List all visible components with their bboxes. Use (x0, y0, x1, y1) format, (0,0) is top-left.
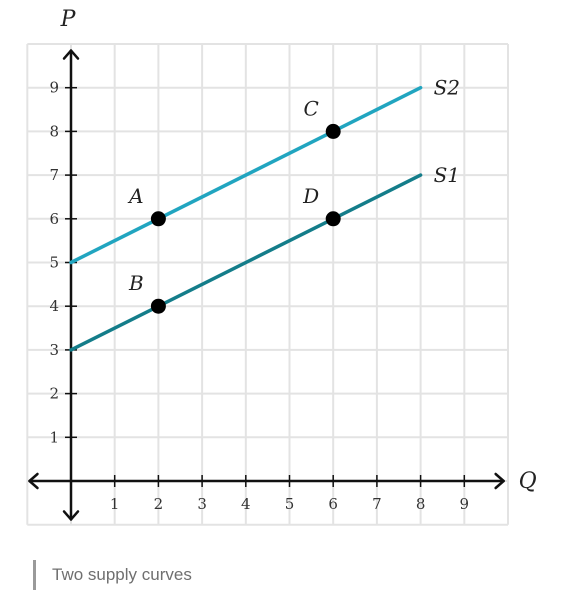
chart-axes (28, 49, 505, 521)
x-tick-label: 9 (460, 495, 470, 513)
series-label-s2: S2 (434, 76, 460, 100)
chart-labels: 1 2 3 4 5 6 7 8 9 1 2 3 4 5 6 7 8 9 Q P S2 S1 A B C D (49, 7, 536, 513)
supply-chart: 1 2 3 4 5 6 7 8 9 1 2 3 4 5 6 7 8 9 Q P S2 S1 A B C D (26, 7, 537, 526)
series-label-s1: S1 (434, 163, 460, 187)
series-line-s1 (69, 173, 423, 352)
y-tick-label: 9 (49, 79, 59, 97)
point-c (325, 123, 341, 139)
x-tick-label: 5 (285, 495, 295, 513)
x-tick-label: 6 (328, 495, 338, 513)
chart-series (69, 85, 423, 352)
point-b (150, 298, 166, 314)
y-tick-label: 2 (49, 385, 59, 403)
chart-points (150, 123, 341, 314)
x-tick-label: 4 (241, 495, 251, 513)
x-tick-label: 2 (154, 495, 164, 513)
y-axis-arrow-down (62, 510, 80, 521)
point-label-a: A (127, 184, 143, 208)
point-d (325, 211, 341, 227)
series-line-s2 (69, 85, 423, 265)
y-axis-arrow-up (62, 49, 80, 60)
y-tick-label: 7 (49, 166, 59, 184)
y-tick-label: 4 (49, 297, 59, 315)
y-tick-label: 1 (49, 428, 59, 446)
y-tick-label: 8 (49, 122, 59, 140)
x-tick-label: 3 (197, 495, 207, 513)
point-a (150, 211, 166, 227)
point-label-c: C (304, 96, 319, 120)
y-tick-label: 3 (49, 341, 59, 359)
figure-caption: Two supply curves (33, 560, 192, 590)
y-axis-title: P (60, 7, 77, 32)
point-label-d: D (302, 184, 319, 208)
x-tick-label: 7 (372, 495, 382, 513)
x-axis-arrow-right (494, 472, 505, 490)
x-axis-title: Q (519, 469, 537, 494)
point-label-b: B (128, 271, 144, 295)
x-tick-label: 1 (110, 495, 120, 513)
x-tick-label: 8 (416, 495, 426, 513)
chart-grid (26, 43, 509, 526)
x-axis-arrow-left (28, 472, 39, 490)
y-tick-label: 6 (49, 210, 59, 228)
y-tick-label: 5 (49, 254, 59, 272)
